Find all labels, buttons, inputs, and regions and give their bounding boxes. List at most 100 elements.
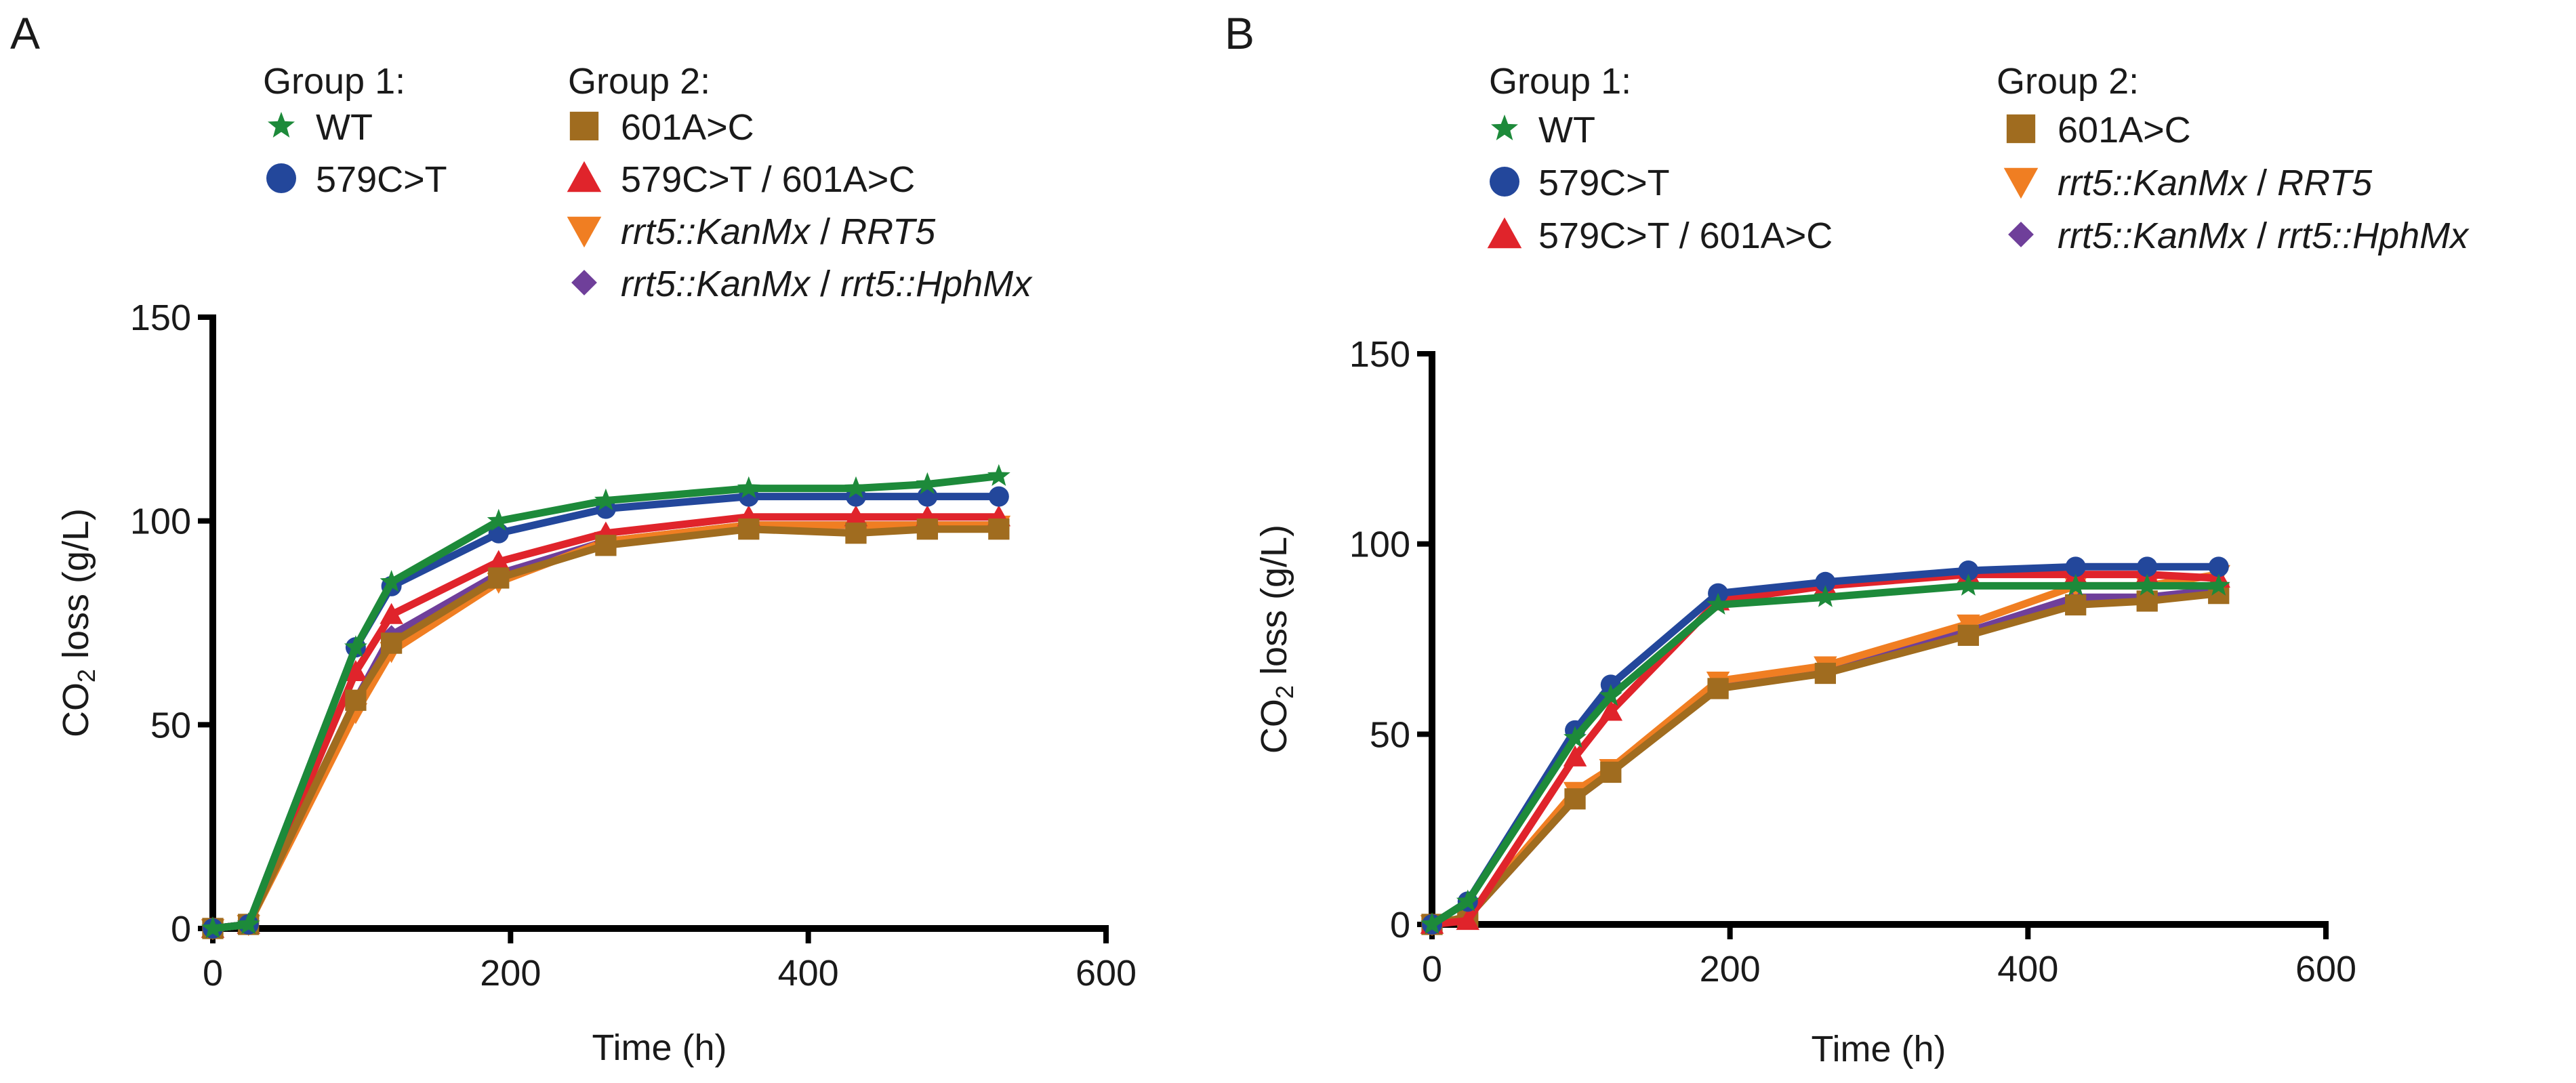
data-point-601a-c — [2065, 594, 2087, 616]
data-point-579c-t-601a-c — [1599, 699, 1623, 721]
y-tick-label: 150 — [130, 298, 191, 338]
data-point-579c-t — [988, 486, 1009, 507]
legend-label-wt: WT — [1538, 110, 1595, 150]
data-point-wt — [2207, 573, 2230, 596]
x-tick-label: 400 — [1997, 949, 2058, 989]
legend-marker-579c-t — [266, 163, 296, 193]
data-point-579c-t-601a-c — [1456, 909, 1480, 931]
data-point-579c-t — [1958, 560, 1979, 581]
data-point-wt — [1563, 726, 1587, 748]
panel-b-chart: B 0 50 100 150 0 200 400 600 Time (h) CO2 loss (g/… — [1225, 8, 2470, 1069]
data-point-wt — [380, 570, 403, 592]
legend-label-rrt5-kanmx-rrt5-hphmx: rrt5::KanMx / rrt5::HphMx — [2058, 216, 2470, 256]
data-point-wt — [237, 912, 260, 935]
legend-marker-rrt5-kanmx-rrt5-hphmx — [571, 270, 597, 295]
data-point-579c-t — [917, 486, 938, 507]
data-point-601a-c — [1707, 678, 1729, 699]
data-point-601a-c — [380, 632, 403, 654]
legend-label-579c-t: 579C>T — [1538, 163, 1670, 203]
y-tick-label: 50 — [1370, 714, 1410, 755]
panel-a-chart: A 0 50 100 150 0 200 400 600 Time (h) CO2 loss (g/… — [10, 8, 1137, 1068]
data-point-wt — [2064, 573, 2087, 596]
legend-group2-title: Group 2: — [568, 61, 710, 102]
data-point-wt — [916, 472, 939, 494]
x-tick-label: 600 — [1076, 953, 1137, 994]
legend-label-579c-t-601a-c: 579C>T / 601A>C — [621, 159, 915, 200]
data-point-wt — [1456, 889, 1479, 912]
data-point-579c-t-601a-c — [380, 602, 403, 624]
legend-group2-title: Group 2: — [1997, 61, 2139, 102]
series-line-579c-t-601a-c — [1428, 571, 2223, 928]
x-tick-label: 200 — [480, 953, 541, 994]
series-line-579c-t-601a-c — [209, 513, 1003, 933]
data-point-601a-c — [488, 567, 510, 589]
legend-marker-601a-c — [569, 111, 599, 141]
y-tick-label: 0 — [1390, 905, 1410, 945]
panel-letter-a: A — [10, 8, 40, 58]
data-point-601a-c — [2136, 590, 2158, 612]
legend-group1-title: Group 1: — [1489, 61, 1631, 102]
legend-label-601a-c: 601A>C — [2058, 110, 2191, 150]
series-wt — [1420, 573, 2230, 935]
series-wt — [201, 464, 1010, 939]
data-point-wt — [201, 916, 224, 939]
legend-label-601a-c: 601A>C — [621, 107, 754, 148]
x-axis-title: Time (h) — [1812, 1029, 1946, 1069]
legend-marker-579c-t-601a-c — [1487, 217, 1522, 249]
x-tick-label: 0 — [1422, 949, 1442, 989]
legend-label-rrt5-kanmx-rrt5: rrt5::KanMx / RRT5 — [621, 211, 936, 252]
legend-label-579c-t-601a-c: 579C>T / 601A>C — [1538, 216, 1833, 256]
data-point-601a-c — [1600, 761, 1622, 783]
legend-marker-rrt5-kanmx-rrt5 — [2003, 167, 2039, 199]
data-point-579c-t-601a-c — [1563, 745, 1587, 767]
legend-label-rrt5-kanmx-rrt5: rrt5::KanMx / RRT5 — [2058, 163, 2373, 203]
data-point-579c-t — [2137, 556, 2158, 577]
data-point-wt — [1706, 592, 1730, 615]
x-tick-label: 0 — [203, 953, 223, 994]
x-tick-label: 600 — [2295, 949, 2356, 989]
legend-marker-579c-t-601a-c — [567, 161, 602, 192]
y-tick-label: 0 — [171, 909, 191, 949]
y-tick-label: 50 — [150, 705, 191, 745]
data-point-wt — [344, 635, 367, 657]
x-tick-label: 400 — [778, 953, 839, 994]
legend-marker-wt — [1491, 115, 1518, 140]
data-point-601a-c — [1957, 624, 1980, 647]
data-point-wt — [737, 476, 760, 498]
legend-label-579c-t: 579C>T — [316, 159, 447, 200]
legend-marker-601a-c — [2006, 114, 2036, 144]
data-point-601a-c — [595, 535, 617, 556]
data-point-wt — [987, 464, 1010, 486]
data-point-579c-t-601a-c — [344, 659, 368, 681]
data-point-579c-t-601a-c — [844, 505, 868, 527]
y-tick-label: 100 — [130, 502, 191, 542]
data-point-579c-t — [2208, 556, 2229, 577]
legend-marker-rrt5-kanmx-rrt5-hphmx — [2008, 222, 2034, 247]
data-point-wt — [844, 476, 867, 498]
data-point-601a-c — [988, 518, 1010, 540]
legend-label-rrt5-kanmx-rrt5-hphmx: rrt5::KanMx / rrt5::HphMx — [621, 264, 1033, 304]
data-point-601a-c — [1564, 788, 1586, 810]
data-point-601a-c — [845, 523, 867, 544]
x-tick-label: 200 — [1700, 949, 1761, 989]
data-point-601a-c — [916, 518, 939, 540]
data-point-wt — [1814, 585, 1837, 607]
y-axis-title: CO2 loss (g/L) — [1254, 525, 1299, 754]
data-point-wt — [1420, 912, 1444, 935]
data-point-wt — [1957, 573, 1980, 596]
legend-group1-title: Group 1: — [263, 61, 405, 102]
panel-letter-b: B — [1225, 8, 1254, 58]
data-point-579c-t — [2065, 556, 2086, 577]
legend: Group 1: Group 2: WT 579C>T 579C>T / 601A>C 6… — [1487, 61, 2470, 256]
y-tick-label: 150 — [1349, 334, 1410, 375]
legend-label-wt: WT — [316, 107, 373, 148]
legend-marker-579c-t — [1490, 167, 1519, 197]
data-point-601a-c — [738, 518, 760, 540]
data-point-601a-c — [345, 689, 367, 711]
series-line-wt — [1428, 581, 2223, 928]
y-axis-title: CO2 loss (g/L) — [56, 508, 100, 737]
y-tick-label: 100 — [1349, 525, 1410, 565]
legend-marker-rrt5-kanmx-rrt5 — [567, 216, 602, 248]
legend-marker-wt — [268, 112, 295, 138]
